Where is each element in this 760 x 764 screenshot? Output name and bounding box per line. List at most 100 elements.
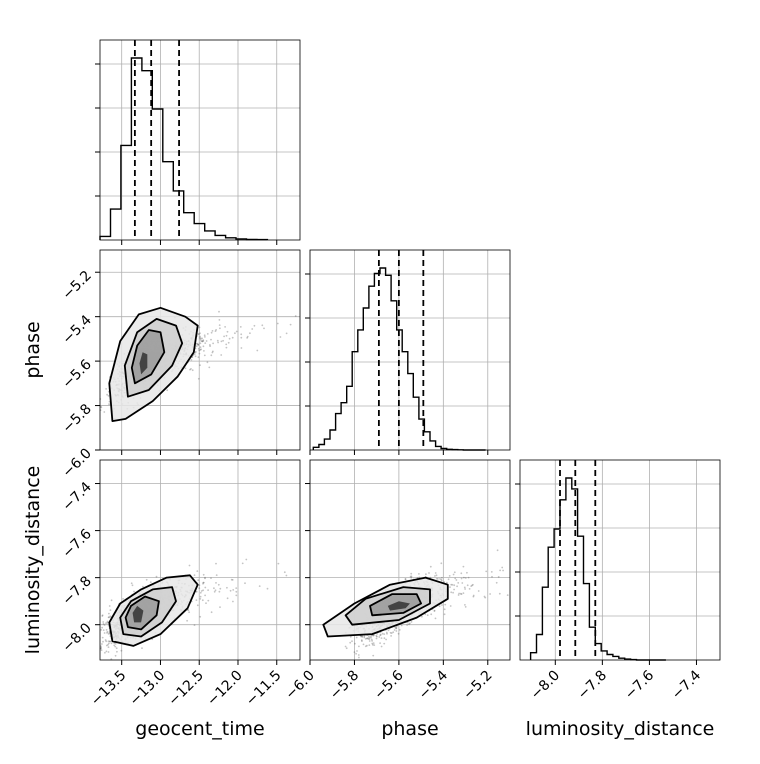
histogram-step bbox=[99, 57, 269, 241]
sample-point bbox=[392, 631, 395, 634]
sample-point bbox=[434, 572, 437, 574]
sample-point bbox=[142, 585, 144, 588]
sample-point bbox=[196, 604, 199, 607]
sample-point bbox=[210, 354, 213, 357]
sample-point bbox=[356, 650, 358, 652]
sample-point bbox=[368, 640, 371, 642]
sample-point bbox=[490, 571, 493, 573]
sample-point bbox=[101, 614, 104, 617]
sample-point bbox=[276, 322, 279, 325]
sample-point bbox=[437, 578, 439, 580]
panel-frame bbox=[519, 459, 721, 661]
sample-point bbox=[194, 355, 197, 358]
sample-point bbox=[370, 635, 372, 638]
sample-point bbox=[349, 641, 352, 644]
sample-point bbox=[463, 586, 466, 589]
sample-point bbox=[194, 351, 197, 354]
sample-point bbox=[130, 582, 133, 585]
sample-point bbox=[225, 343, 228, 346]
sample-point bbox=[198, 337, 201, 339]
sample-point bbox=[477, 590, 480, 592]
sample-point bbox=[440, 579, 443, 582]
sample-point bbox=[277, 562, 280, 565]
sample-point bbox=[440, 562, 443, 565]
panel-frame bbox=[99, 39, 301, 241]
sample-point bbox=[454, 577, 457, 580]
sample-point bbox=[218, 319, 221, 321]
sample-point bbox=[453, 584, 456, 587]
sample-point bbox=[206, 361, 209, 364]
sample-point bbox=[458, 592, 460, 595]
sample-point bbox=[109, 615, 112, 618]
sample-point bbox=[186, 619, 189, 622]
scatter-geocent-time-vs-phase-panel: −6.0 −5.8 −5.6 −5.4 −5.2 bbox=[59, 249, 301, 481]
sample-point bbox=[448, 575, 451, 577]
sample-point bbox=[199, 598, 202, 600]
sample-point bbox=[451, 583, 454, 586]
sample-point bbox=[358, 656, 360, 659]
sample-point bbox=[379, 633, 382, 636]
sample-point bbox=[106, 393, 108, 396]
sample-point bbox=[232, 600, 234, 603]
sample-point bbox=[357, 654, 360, 656]
sample-point bbox=[440, 578, 443, 581]
sample-point bbox=[463, 576, 465, 579]
sample-point bbox=[198, 333, 200, 336]
sample-point bbox=[197, 343, 200, 346]
sample-point bbox=[371, 643, 374, 646]
sample-point bbox=[379, 642, 381, 644]
sample-point bbox=[368, 638, 371, 640]
sample-point bbox=[202, 573, 205, 576]
sample-point bbox=[220, 340, 223, 343]
y-axis-label-phase: phase bbox=[22, 321, 44, 378]
sample-point bbox=[232, 589, 235, 591]
sample-point bbox=[355, 636, 358, 639]
sample-point bbox=[104, 639, 107, 641]
sample-point bbox=[197, 356, 200, 359]
sample-point bbox=[105, 640, 108, 643]
sample-point bbox=[373, 644, 376, 646]
panel-frame bbox=[309, 459, 511, 661]
sample-point bbox=[466, 571, 468, 574]
sample-point bbox=[228, 337, 231, 340]
sample-point bbox=[506, 594, 509, 596]
sample-point bbox=[378, 636, 381, 638]
sample-point bbox=[108, 631, 111, 634]
sample-point bbox=[462, 565, 465, 568]
sample-point bbox=[203, 354, 206, 357]
x-axis-label-geocent-time: geocent_time bbox=[135, 718, 264, 740]
sample-point bbox=[204, 576, 206, 579]
sample-point bbox=[434, 617, 437, 620]
sample-point bbox=[188, 564, 191, 567]
tick-label-x: −7.8 bbox=[575, 668, 610, 703]
sample-point bbox=[106, 620, 109, 623]
sample-point bbox=[408, 623, 410, 626]
sample-point bbox=[239, 326, 242, 328]
sample-point bbox=[209, 344, 211, 346]
sample-point bbox=[410, 576, 413, 579]
sample-point bbox=[289, 323, 292, 326]
sample-point bbox=[464, 604, 466, 606]
sample-point bbox=[394, 626, 397, 629]
sample-point bbox=[491, 575, 493, 578]
sample-point bbox=[199, 349, 202, 351]
sample-point bbox=[468, 588, 471, 590]
sample-point bbox=[354, 642, 356, 645]
sample-point bbox=[430, 613, 433, 616]
sample-point bbox=[471, 584, 473, 587]
sample-point bbox=[390, 632, 393, 634]
tick-label-x: −5.8 bbox=[327, 668, 362, 703]
sample-point bbox=[197, 579, 200, 582]
sample-point bbox=[114, 645, 117, 648]
sample-point bbox=[209, 345, 212, 347]
sample-point bbox=[459, 592, 462, 595]
sample-point bbox=[188, 611, 191, 614]
sample-point bbox=[201, 340, 204, 343]
sample-point bbox=[406, 621, 409, 624]
sample-point bbox=[383, 642, 386, 645]
tick-label-y: −7.6 bbox=[59, 526, 94, 561]
sample-point bbox=[202, 581, 205, 584]
sample-point bbox=[100, 649, 103, 651]
sample-point bbox=[461, 582, 464, 584]
sample-point bbox=[434, 575, 436, 577]
